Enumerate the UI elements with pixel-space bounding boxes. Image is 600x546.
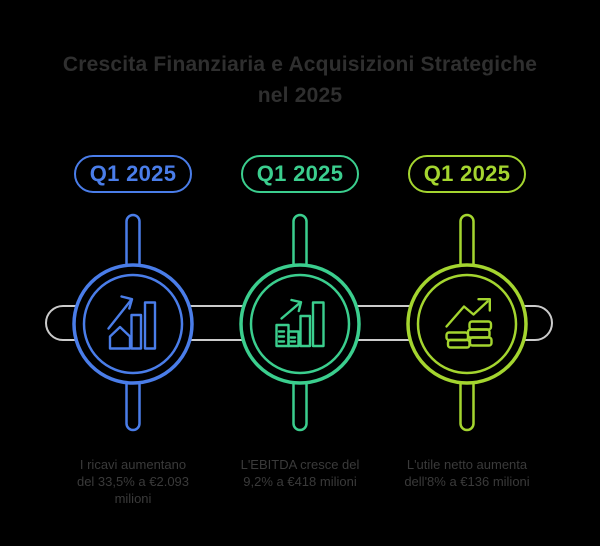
- milestone-3-circle-outer: [406, 263, 528, 385]
- milestone-3-description-line-2: dell'8% a €136 milioni: [404, 474, 530, 489]
- milestone-3-circle-inner: [416, 273, 518, 375]
- milestone-3-badge: Q1 2025: [408, 155, 526, 193]
- milestone-2-badge: Q1 2025: [241, 155, 359, 193]
- milestone-1-circle-outer: [72, 263, 194, 385]
- milestone-2-circle-inner: [249, 273, 351, 375]
- milestone-1-description: I ricavi aumentano del 33,5% a €2.093 mi…: [33, 456, 233, 507]
- milestone-3-description-line-1: L'utile netto aumenta: [406, 457, 528, 472]
- coins-bars-growth-icon: [275, 298, 325, 348]
- milestone-1-badge: Q1 2025: [74, 155, 192, 193]
- page-title-line-2: nel 2025: [257, 84, 343, 107]
- trend-arrow-coins-icon: [445, 298, 493, 349]
- milestone-1-node: [72, 213, 194, 432]
- milestone-1-description-line-3: milioni: [114, 491, 152, 506]
- page-title-line-1: Crescita Finanziaria e Acquisizioni Stra…: [62, 53, 538, 76]
- milestone-1-description-line-2: del 33,5% a €2.093: [76, 474, 190, 489]
- milestone-2-description-line-1: L'EBITDA cresce del: [240, 457, 360, 472]
- milestone-2-node: [239, 213, 361, 432]
- milestone-3-node: [406, 213, 528, 432]
- milestone-2-description: L'EBITDA cresce del 9,2% a €418 milioni: [200, 456, 400, 490]
- milestone-1-circle-inner: [82, 273, 184, 375]
- milestone-3-description: L'utile netto aumenta dell'8% a €136 mil…: [367, 456, 567, 490]
- milestone-1-description-line-1: I ricavi aumentano: [79, 457, 187, 472]
- page-title: Crescita Finanziaria e Acquisizioni Stra…: [0, 49, 600, 111]
- milestone-2-description-line-2: 9,2% a €418 milioni: [243, 474, 357, 489]
- house-bars-growth-icon: [107, 295, 157, 350]
